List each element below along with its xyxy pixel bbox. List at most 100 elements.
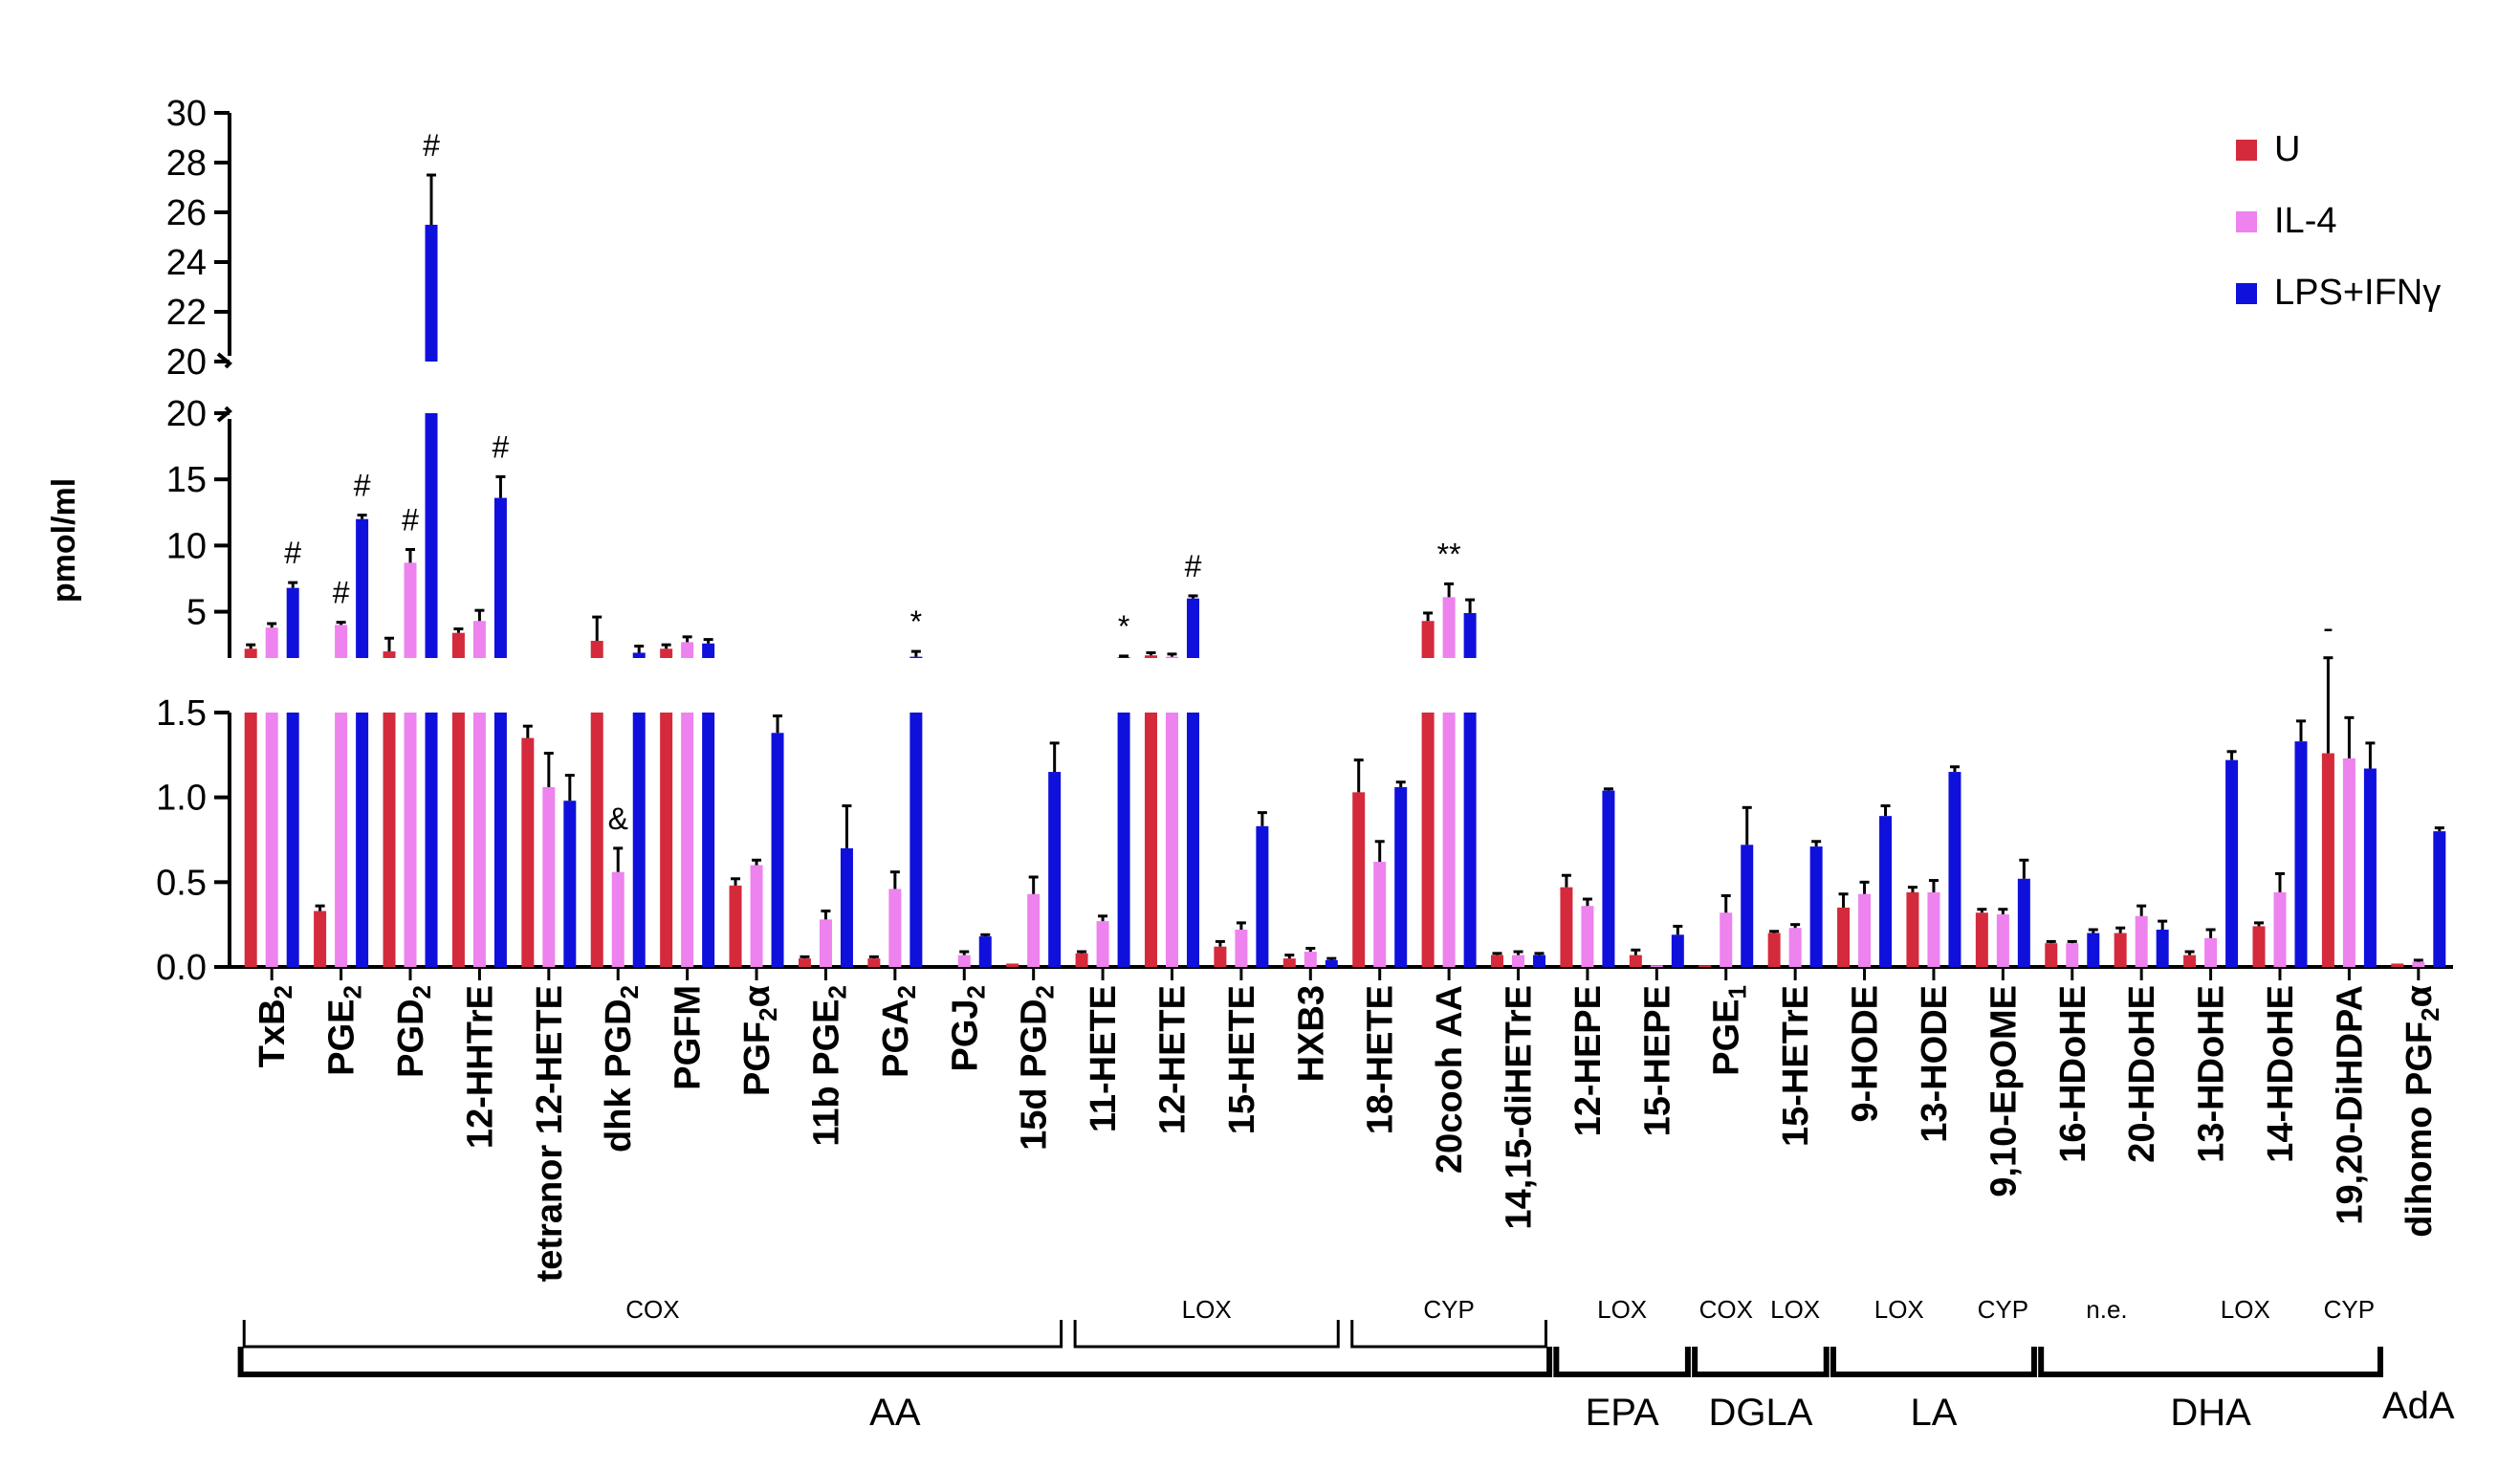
enzyme-group-label: COX <box>1699 1295 1753 1324</box>
significance-mark: - <box>2323 611 2334 646</box>
bar <box>957 955 971 967</box>
bar <box>1463 612 1477 658</box>
significance-mark: # <box>1185 549 1202 583</box>
bar <box>1373 862 1387 967</box>
bar <box>1186 598 1199 658</box>
bar <box>472 621 486 658</box>
bar <box>1837 907 1851 967</box>
bar <box>2273 891 2287 967</box>
enzyme-group-label: COX <box>625 1295 679 1324</box>
legend-label: LPS+IFNγ <box>2274 273 2441 313</box>
bar <box>1996 914 2009 967</box>
bar <box>2252 926 2266 967</box>
bar <box>314 911 327 967</box>
bar <box>1858 893 1872 967</box>
category-label: 9,10-EpOME <box>1983 985 2024 1197</box>
category-label: 12-HHTrE <box>460 985 500 1149</box>
category-label: TxB2 <box>252 985 297 1067</box>
bracket <box>2038 1347 2383 1377</box>
category-label: 20-HDoHE <box>2122 985 2162 1163</box>
bar <box>542 787 556 967</box>
bracket <box>1073 1320 1340 1349</box>
bar <box>404 562 417 658</box>
bar <box>2066 943 2079 967</box>
y-tick-label: 30 <box>166 94 207 134</box>
significance-mark: * <box>910 604 922 639</box>
bar <box>2135 915 2148 967</box>
bar <box>1421 713 1435 967</box>
bar <box>404 713 417 967</box>
bar <box>451 632 465 658</box>
bar <box>1533 955 1546 967</box>
bracket <box>242 1320 1063 1349</box>
category-label: 20cooh AA <box>1430 985 1470 1174</box>
category-label-subscript: 2 <box>822 985 851 999</box>
bar <box>1442 597 1456 658</box>
bar <box>1698 965 1712 967</box>
bracket <box>237 1347 1553 1377</box>
bar <box>660 648 673 658</box>
category-label: 16-HDoHE <box>2053 985 2093 1163</box>
bar <box>1629 955 1642 967</box>
bar <box>1006 963 1019 967</box>
bar <box>244 648 257 658</box>
bar <box>1117 657 1130 658</box>
bar <box>590 641 603 658</box>
bar <box>2391 963 2404 967</box>
bar <box>521 737 535 967</box>
significance-mark: # <box>402 503 419 538</box>
bar <box>2225 759 2239 967</box>
significance-mark: & <box>608 801 628 836</box>
bar <box>265 627 278 658</box>
bar <box>1117 713 1130 967</box>
category-label-subscript: 1 <box>1723 985 1752 999</box>
enzyme-group-label: LOX <box>1874 1295 1924 1324</box>
substrate-group-label: EPA <box>1586 1392 1659 1434</box>
bar <box>2294 741 2308 967</box>
bar <box>978 936 992 967</box>
bracket <box>1350 1320 1547 1349</box>
legend-swatch <box>2236 283 2257 304</box>
bar <box>383 651 396 658</box>
bar <box>1165 656 1178 658</box>
category-label: 12-HETE <box>1152 985 1193 1134</box>
substrate-group-label: AA <box>869 1392 921 1434</box>
y-tick-label: 1.5 <box>156 693 207 734</box>
bar <box>702 713 715 967</box>
category-label: 18-HETE <box>1361 985 1401 1134</box>
enzyme-group-label: LOX <box>1770 1295 1820 1324</box>
category-label: 15-HETE <box>1222 985 1262 1134</box>
bracket <box>1692 1347 1830 1377</box>
significance-mark: # <box>333 576 350 610</box>
category-label: dihomo PGF2α <box>2399 985 2444 1238</box>
category-label: PGJ2 <box>945 985 990 1072</box>
category-label: 13-HODE <box>1915 985 1955 1143</box>
y-tick-label: 0.0 <box>156 948 207 988</box>
enzyme-group-label: LOX <box>1597 1295 1647 1324</box>
bar <box>2017 878 2030 967</box>
category-label: 15d PGD2 <box>1015 985 1060 1151</box>
legend: U IL-4 LPS+IFNγ <box>2236 129 2441 313</box>
significance-mark: * <box>1118 609 1129 644</box>
bar <box>2412 961 2425 967</box>
category-label: PGE1 <box>1707 985 1752 1076</box>
bar <box>335 625 348 658</box>
bar <box>2363 768 2377 967</box>
bar <box>1282 958 1296 967</box>
bar <box>867 958 881 967</box>
enzyme-group-label: CYP <box>2324 1295 2375 1324</box>
category-label-suffix: α <box>2399 985 2440 1007</box>
bar <box>611 871 625 967</box>
bar <box>1671 934 1684 967</box>
bar <box>1602 790 1615 967</box>
category-label-subscript: 2 <box>339 985 367 999</box>
bar <box>1767 933 1781 967</box>
bar <box>2183 955 2197 967</box>
legend-label: IL-4 <box>2274 201 2336 241</box>
significance-mark: # <box>284 536 301 570</box>
bar <box>1144 655 1157 658</box>
significance-mark: # <box>493 429 510 464</box>
bar <box>632 713 646 967</box>
